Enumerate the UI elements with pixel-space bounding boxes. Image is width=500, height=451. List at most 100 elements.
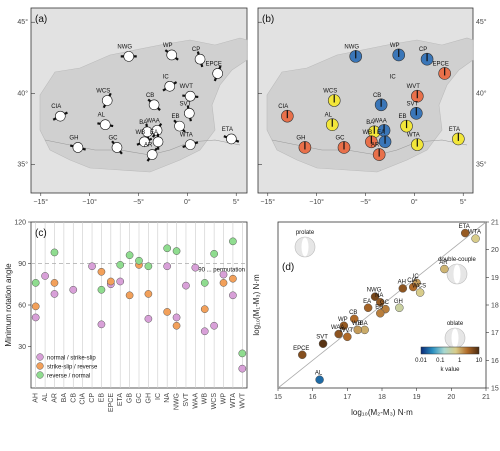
- site-nwg-arrows: NWG: [117, 44, 137, 62]
- point-wta: [471, 234, 480, 243]
- point-ss_rev-ar: [50, 279, 59, 287]
- x-tick-label: 19: [413, 394, 421, 401]
- point-wcs: [415, 288, 425, 297]
- y-tick-label: 90: [18, 261, 26, 268]
- point-label: NWG: [367, 288, 382, 294]
- point-wb: [353, 325, 362, 335]
- site-label: NWG: [117, 44, 132, 50]
- site-marker: [139, 136, 150, 148]
- point-label: SVT: [316, 335, 328, 341]
- point-eb: [376, 309, 385, 318]
- point-rev_norm-wcs: [210, 249, 218, 258]
- site-marker: [212, 68, 223, 79]
- point-label: AH: [398, 279, 406, 285]
- x-tick-label: 21: [482, 394, 490, 401]
- point-ar: [440, 264, 449, 274]
- shape-glyph-core: [451, 328, 459, 348]
- point-waa: [334, 329, 343, 339]
- site-label: WB: [363, 130, 373, 136]
- site-marker: [184, 139, 196, 150]
- site-al-arrows: AL: [97, 113, 114, 130]
- colorbar-tick-label: 1: [458, 358, 462, 364]
- site-wta-symbol: WTA: [407, 133, 424, 151]
- site-label: EPCE: [205, 61, 221, 67]
- site-ic-arrows: IC: [162, 74, 178, 92]
- lon-tick-label: −15°: [260, 198, 275, 206]
- category-label: AH: [33, 393, 40, 403]
- lat-tick-label: 40°: [476, 89, 487, 97]
- site-label: CP: [192, 47, 200, 53]
- site-marker: [166, 49, 178, 61]
- site-label: EA: [150, 130, 158, 136]
- panel-label-b: (b): [262, 14, 274, 25]
- shape-label: prolate: [296, 230, 315, 236]
- site-label: WAA: [373, 118, 386, 124]
- point-normal_ss-eta: [116, 277, 125, 286]
- lon-tick-label: −15°: [33, 198, 48, 206]
- point-label: WTA: [468, 230, 481, 236]
- site-epce-symbol: EPCE: [432, 61, 451, 80]
- site-gc-arrows: GC: [109, 135, 123, 155]
- point-ss_rev-nwg: [172, 321, 181, 330]
- point-cb: [350, 314, 359, 324]
- legend-label: reverse / normal: [47, 374, 90, 380]
- point-normal_ss-wvt: [238, 364, 247, 373]
- site-eb-arrows: EB: [172, 114, 186, 133]
- point-label: EB: [375, 304, 383, 310]
- site-eta-symbol: ETA: [449, 127, 465, 146]
- site-label: WVT: [180, 84, 194, 90]
- point-ea: [363, 303, 373, 313]
- site-gh-symbol: GH: [296, 135, 312, 154]
- site-label: EPCE: [432, 61, 448, 67]
- point-normal_ss-wp: [219, 270, 228, 279]
- site-label: GH: [69, 135, 78, 141]
- point-normal_ss-wb: [200, 327, 209, 336]
- site-label: AR: [144, 143, 153, 149]
- point-rev_norm-gb: [125, 251, 134, 260]
- category-label: WTA: [230, 393, 237, 408]
- site-marker: [99, 119, 111, 130]
- point-rev_norm-gc: [135, 256, 143, 265]
- shape-glyph-core: [301, 237, 309, 257]
- y-tick-label: 18: [491, 303, 499, 310]
- point-label: WP: [338, 317, 348, 323]
- point-rev_norm-gh: [144, 262, 153, 271]
- x-tick-label: 15: [274, 394, 282, 401]
- point-normal_ss-eb: [97, 320, 106, 329]
- point-ss_rev-ah: [31, 302, 40, 311]
- point-epce: [298, 350, 307, 360]
- site-wvt-symbol: WVT: [407, 84, 424, 103]
- point-label: IC: [413, 274, 420, 280]
- category-label: GH: [145, 393, 152, 404]
- site-label: ETA: [449, 127, 460, 133]
- point-label: WVT: [340, 328, 354, 334]
- point-label: WB: [352, 321, 362, 327]
- category-label: WB: [202, 393, 209, 405]
- point-rev_norm-wb: [200, 279, 209, 287]
- site-label: BA: [366, 120, 374, 126]
- site-wta-arrows: WTA: [180, 133, 199, 150]
- point-label: WAA: [331, 325, 344, 331]
- site-epce-arrows: EPCE: [205, 61, 223, 82]
- shape-label: double-couple: [438, 257, 476, 263]
- x-tick-label: 20: [447, 394, 455, 401]
- lon-tick-label: 0°: [411, 198, 418, 206]
- point-rev_norm-eta: [116, 261, 125, 269]
- category-label: NA: [164, 393, 171, 403]
- permutation-label: 90 ... permutation: [198, 268, 245, 274]
- site-gh-arrows: GH: [69, 135, 86, 153]
- point-gh: [395, 303, 404, 313]
- site-label: SVT: [406, 101, 418, 107]
- point-normal_ss-wcs: [210, 321, 218, 330]
- y-tick-label: 21: [491, 220, 499, 227]
- lon-tick-label: −10°: [82, 198, 97, 206]
- site-label: WP: [390, 43, 400, 49]
- site-marker: [148, 99, 160, 111]
- site-label: GC: [336, 135, 346, 141]
- site-label: BA: [139, 120, 147, 126]
- point-na: [376, 297, 385, 307]
- site-marker: [184, 108, 195, 119]
- category-label: ETA: [117, 393, 124, 406]
- point-al: [315, 375, 324, 384]
- site-wp-arrows: WP: [163, 43, 179, 61]
